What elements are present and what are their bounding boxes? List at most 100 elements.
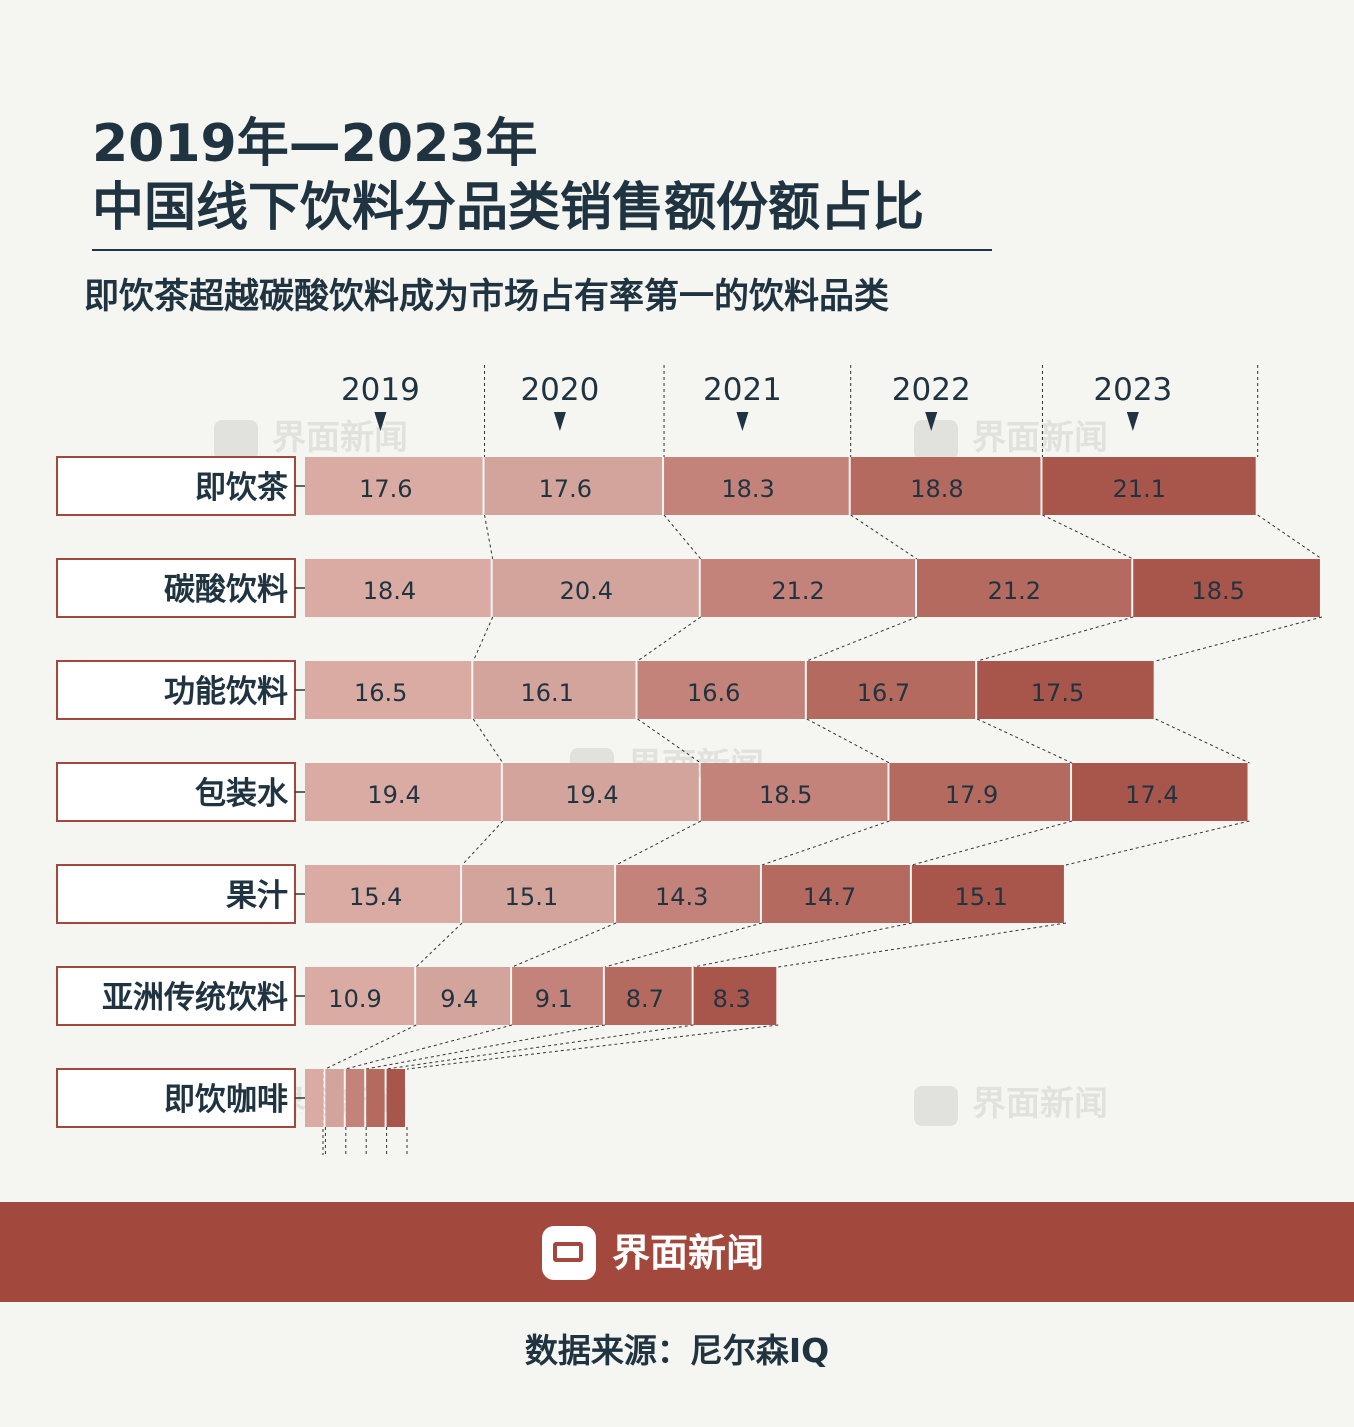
row-connector-line xyxy=(977,616,1134,662)
row-connector-line xyxy=(976,718,1073,764)
category-label: 亚洲传统饮料 xyxy=(102,980,288,1016)
row-connector-line xyxy=(911,820,1073,866)
watermark-logo-icon xyxy=(914,419,958,460)
chart-title: 2019年—2023年 中国线下饮料分品类销售额份额占比 xyxy=(92,112,924,240)
watermark: 界面新闻 xyxy=(914,414,1108,462)
bar-value-label: 8.7 xyxy=(626,985,664,1013)
bar-value-label: 18.5 xyxy=(759,781,812,809)
category-label-box xyxy=(56,558,296,618)
year-label: 2022 xyxy=(892,372,971,408)
title-divider xyxy=(92,249,992,251)
category-label: 即饮茶 xyxy=(195,470,289,506)
bar-value-label: 14.3 xyxy=(655,883,708,911)
bar-value-label: 17.5 xyxy=(1031,679,1084,707)
bar-segment xyxy=(977,661,1154,719)
row-connector-line xyxy=(806,718,890,764)
year-label: 2021 xyxy=(703,372,782,408)
chart-subtitle: 即饮茶超越碳酸饮料成为市场占有率第一的饮料品类 xyxy=(84,276,890,317)
bar-segment xyxy=(462,865,615,923)
row-connector-line xyxy=(415,922,463,968)
bar-segment xyxy=(305,559,491,617)
row-connector-line xyxy=(778,922,1066,968)
bar-segment xyxy=(366,1069,385,1127)
bar-value-label: 9.4 xyxy=(440,985,478,1013)
row-connector-line xyxy=(1155,718,1250,764)
year-pointer-icon xyxy=(374,412,387,431)
bar-segment xyxy=(512,967,603,1025)
bar-segment xyxy=(484,457,663,515)
bar-value-label: 18.8 xyxy=(910,475,963,503)
bar-segment xyxy=(325,1069,344,1127)
bar-value-label: 8.3 xyxy=(713,985,751,1013)
bar-segment xyxy=(693,967,777,1025)
brand-logo-icon xyxy=(542,1226,596,1280)
row-connector-line xyxy=(386,1024,694,1070)
bar-segment xyxy=(1072,763,1248,821)
bar-segment xyxy=(502,763,699,821)
bar-value-label: 21.2 xyxy=(988,577,1041,605)
bar-segment xyxy=(305,661,472,719)
row-connector-line xyxy=(850,514,918,560)
bar-segment xyxy=(604,967,692,1025)
row-connector-line xyxy=(325,1024,417,1070)
bar-segment xyxy=(664,457,849,515)
row-connector-line xyxy=(1257,514,1323,560)
bar-segment xyxy=(305,457,483,515)
watermark: 界面新闻 xyxy=(914,1080,1108,1128)
bar-segment xyxy=(911,865,1064,923)
row-connector-line xyxy=(1042,514,1134,560)
category-label-box xyxy=(56,660,296,720)
bar-value-label: 17.9 xyxy=(945,781,998,809)
category-label-box xyxy=(56,456,296,516)
bar-value-label: 21.1 xyxy=(1113,475,1166,503)
row-connector-line xyxy=(663,514,702,560)
row-connector-line xyxy=(615,820,701,866)
watermark-text: 界面新闻 xyxy=(972,418,1108,458)
bar-value-label: 10.9 xyxy=(328,985,381,1013)
row-connector-line xyxy=(472,616,494,662)
brand-name: 界面新闻 xyxy=(612,1231,765,1275)
bar-segment xyxy=(416,967,511,1025)
year-pointer-icon xyxy=(553,412,566,431)
row-connector-line xyxy=(406,1024,779,1070)
row-connector-line xyxy=(637,616,702,662)
row-connector-line xyxy=(1155,616,1323,662)
category-label: 碳酸饮料 xyxy=(164,572,288,608)
bar-value-label: 14.7 xyxy=(803,883,856,911)
category-label-box xyxy=(56,1068,296,1128)
bar-segment xyxy=(386,1069,405,1127)
row-connector-line xyxy=(484,514,494,560)
watermark: 界面新闻 xyxy=(214,414,408,462)
year-label: 2020 xyxy=(520,372,599,408)
bar-value-label: 15.1 xyxy=(505,883,558,911)
bar-segment xyxy=(345,1069,365,1127)
bar-segment xyxy=(700,559,915,617)
bar-value-label: 21.2 xyxy=(771,577,824,605)
bar-segment xyxy=(1133,559,1320,617)
bar-segment xyxy=(305,1069,324,1127)
row-connector-line xyxy=(637,718,702,764)
bar-value-label: 15.1 xyxy=(954,883,1007,911)
row-connector-line xyxy=(604,922,763,968)
bar-segment xyxy=(473,661,636,719)
year-label: 2023 xyxy=(1093,372,1172,408)
bar-value-label: 20.4 xyxy=(560,577,613,605)
bar-value-label: 18.4 xyxy=(363,577,416,605)
bar-segment xyxy=(305,763,501,821)
category-label: 功能饮料 xyxy=(164,674,288,710)
bar-value-label: 19.4 xyxy=(367,781,420,809)
bar-segment xyxy=(700,763,888,821)
watermark-logo-icon xyxy=(914,1085,958,1126)
bar-segment xyxy=(616,865,760,923)
row-connector-line xyxy=(472,718,504,764)
bar-value-label: 9.1 xyxy=(535,985,573,1013)
chart-title-line1: 2019年—2023年 xyxy=(92,114,538,174)
bar-segment xyxy=(850,457,1041,515)
year-pointer-icon xyxy=(925,412,938,431)
row-connector-line xyxy=(806,616,918,662)
category-label: 包装水 xyxy=(195,776,289,812)
year-label: 2019 xyxy=(341,372,420,408)
row-connector-line xyxy=(511,922,617,968)
category-label: 果汁 xyxy=(226,878,288,914)
row-connector-line xyxy=(1065,820,1250,866)
